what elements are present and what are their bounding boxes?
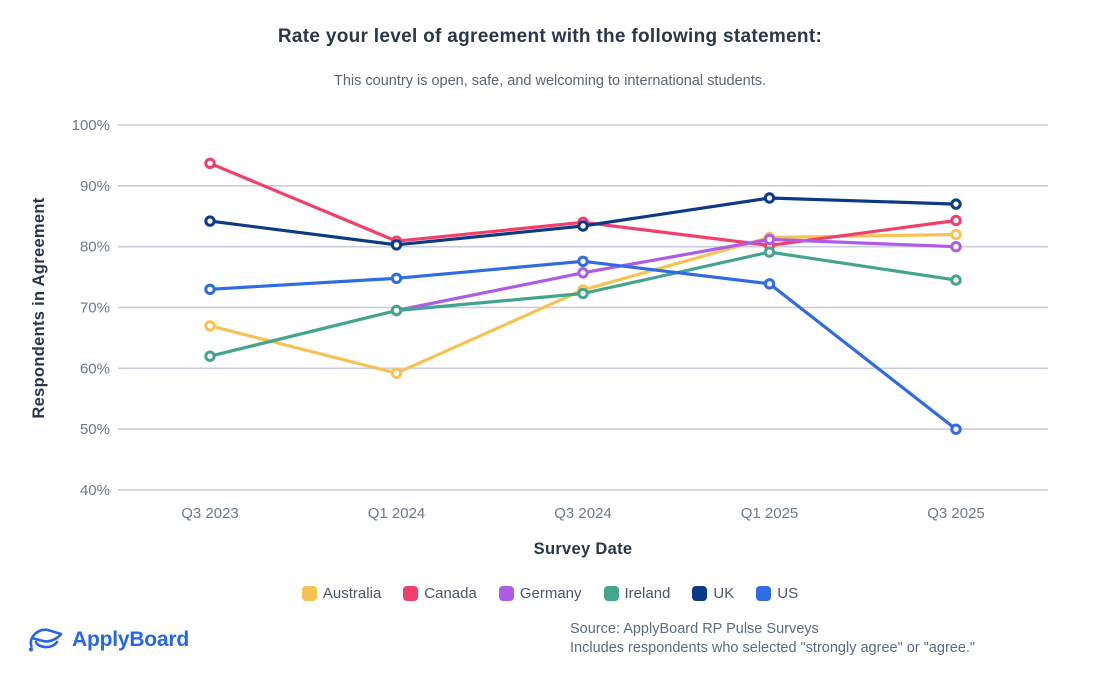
legend-label-australia: Australia bbox=[322, 585, 382, 602]
data-point-uk bbox=[763, 192, 776, 204]
source-text: Source: ApplyBoard RP Pulse Surveys Incl… bbox=[570, 620, 975, 658]
y-tick-label: 90% bbox=[80, 178, 110, 195]
data-point-ireland bbox=[204, 350, 216, 362]
graduation-cap-icon bbox=[29, 628, 63, 652]
data-point-australia bbox=[390, 367, 403, 379]
series-line-canada bbox=[208, 161, 958, 247]
legend-swatch-uk bbox=[692, 586, 708, 601]
legend-item-australia: Australia bbox=[301, 585, 382, 602]
data-point-us bbox=[950, 423, 962, 435]
chart-subtitle: This country is open, safe, and welcomin… bbox=[333, 73, 767, 89]
chart-title: Rate your level of agreement with the fo… bbox=[277, 26, 823, 47]
x-tick-label: Q1 2025 bbox=[741, 505, 799, 522]
y-tick-label: 70% bbox=[80, 300, 110, 317]
legend-label-us: US bbox=[777, 585, 799, 602]
data-point-uk bbox=[390, 239, 403, 251]
y-tick-label: 50% bbox=[80, 421, 110, 438]
legend-item-us: US bbox=[756, 585, 798, 602]
data-point-uk bbox=[577, 220, 589, 232]
logo-text: ApplyBoard bbox=[72, 628, 190, 651]
data-point-us bbox=[390, 272, 403, 284]
data-point-us bbox=[763, 278, 776, 290]
legend-item-canada: Canada bbox=[403, 585, 477, 602]
data-point-germany bbox=[950, 241, 962, 253]
series-line-australia bbox=[208, 232, 958, 375]
data-point-germany bbox=[577, 267, 589, 279]
data-point-ireland bbox=[763, 246, 776, 258]
data-point-ireland bbox=[390, 304, 403, 317]
series-line-germany bbox=[394, 237, 958, 313]
data-point-uk bbox=[950, 198, 962, 210]
x-axis-title: Survey Date bbox=[533, 540, 633, 558]
legend-label-canada: Canada bbox=[424, 585, 477, 602]
data-point-australia bbox=[204, 320, 216, 332]
x-tick-label: Q3 2024 bbox=[554, 505, 612, 522]
y-tick-label: 100% bbox=[72, 117, 110, 134]
x-tick-label: Q3 2023 bbox=[181, 505, 239, 522]
y-tick-label: 40% bbox=[80, 482, 110, 499]
legend-label-germany: Germany bbox=[519, 585, 582, 602]
y-tick-label: 60% bbox=[80, 360, 110, 377]
applyboard-logo: ApplyBoard bbox=[26, 622, 189, 658]
data-point-ireland bbox=[950, 274, 962, 286]
legend-item-ireland: Ireland bbox=[603, 585, 671, 602]
legend-label-ireland: Ireland bbox=[624, 585, 671, 602]
data-point-canada bbox=[204, 157, 216, 170]
data-point-ireland bbox=[577, 287, 589, 300]
legend-swatch-australia bbox=[301, 586, 317, 601]
source-line-1: Source: ApplyBoard RP Pulse Surveys bbox=[570, 621, 819, 637]
x-tick-label: Q3 2025 bbox=[927, 505, 985, 522]
data-point-us bbox=[577, 255, 589, 267]
legend-swatch-canada bbox=[403, 586, 419, 601]
chart-legend: Australia Canada Germany Ireland UK US bbox=[0, 585, 1100, 602]
data-point-uk bbox=[204, 215, 216, 227]
x-tick-label: Q1 2024 bbox=[368, 505, 426, 522]
y-tick-label: 80% bbox=[80, 239, 110, 256]
data-point-germany bbox=[763, 233, 776, 246]
source-line-2: Includes respondents who selected "stron… bbox=[570, 640, 976, 656]
legend-swatch-germany bbox=[498, 586, 514, 601]
legend-item-uk: UK bbox=[692, 585, 734, 602]
legend-label-uk: UK bbox=[713, 585, 735, 602]
data-point-us bbox=[204, 283, 216, 295]
legend-swatch-us bbox=[756, 586, 772, 601]
legend-item-germany: Germany bbox=[498, 585, 582, 602]
data-point-canada bbox=[950, 214, 962, 227]
data-point-australia bbox=[950, 228, 962, 241]
legend-swatch-ireland bbox=[603, 586, 619, 601]
